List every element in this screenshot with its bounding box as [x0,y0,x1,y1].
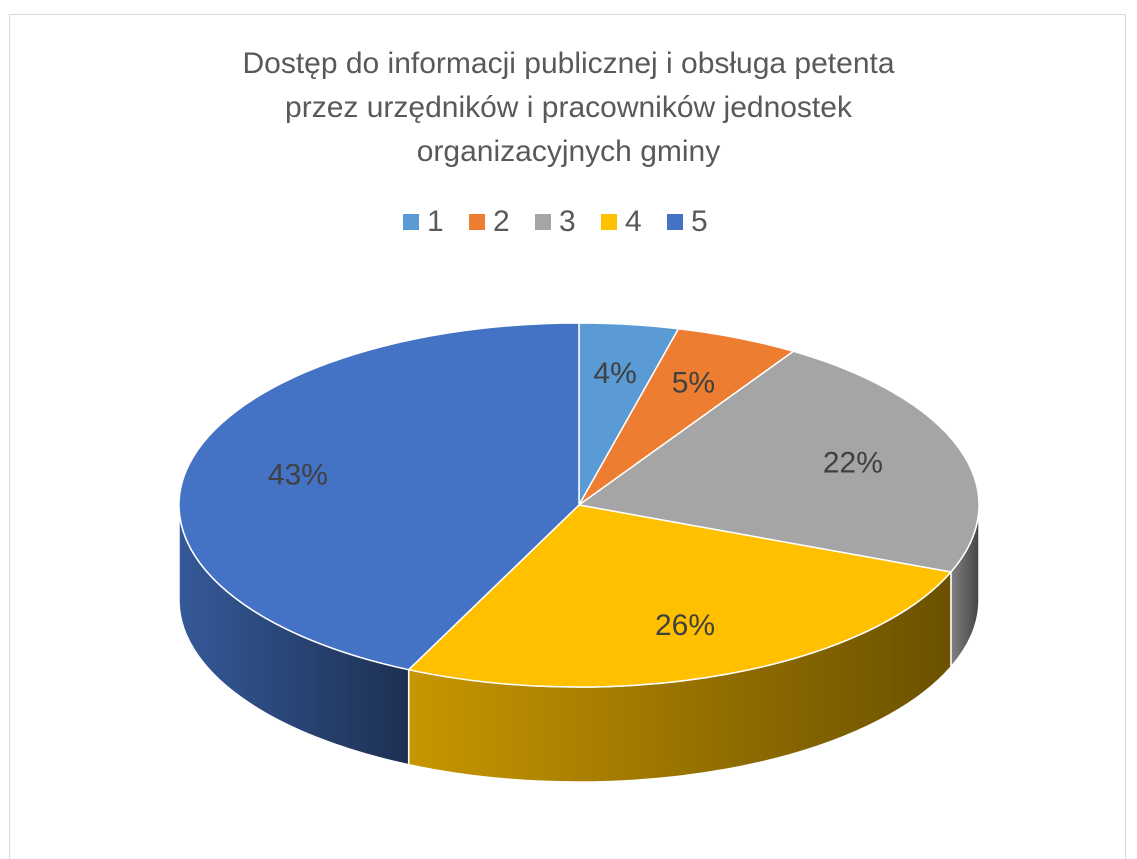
data-label: 43% [268,458,328,491]
legend-label: 5 [691,205,708,238]
title-box: Dostęp do informacji publicznej i obsług… [0,42,1137,174]
slice [178,322,580,671]
data-label: 4% [593,357,636,390]
legend-label: 3 [559,205,576,238]
slice [407,504,953,688]
chart-title: Dostęp do informacji publicznej i obsług… [242,47,895,168]
legend-label: 4 [625,205,642,238]
data-label: 26% [655,609,715,642]
legend-swatch [403,214,419,230]
legend-label: 1 [427,205,444,238]
legend-swatch [535,214,551,230]
slice [577,350,980,573]
legend-swatch [667,214,683,230]
chart-frame [9,14,1126,859]
legend-label: 2 [493,205,510,238]
legend-swatch [469,214,485,230]
data-label: 22% [823,446,883,479]
legend-swatch [601,214,617,230]
data-label: 5% [672,367,715,400]
